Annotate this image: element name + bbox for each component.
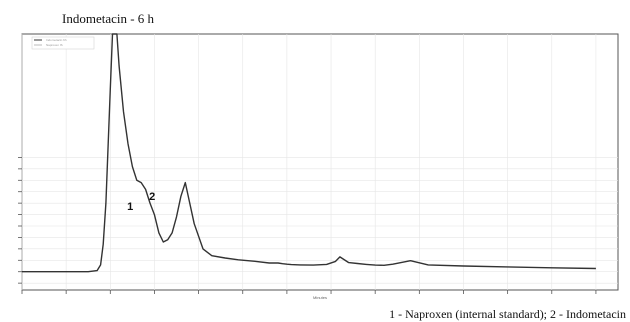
peak-label: 2 — [149, 191, 155, 203]
chromatogram-trace — [22, 33, 596, 273]
grid-lines — [21, 34, 618, 290]
peak-labels: 12 — [127, 191, 155, 213]
legend-entry: Indometacin 6h — [46, 38, 67, 42]
legend-entry: Naproxen IS — [46, 43, 63, 47]
legend: Indometacin 6h Naproxen IS — [31, 36, 95, 50]
chart-caption: 1 - Naproxen (internal standard); 2 - In… — [389, 307, 626, 321]
chart-title: Indometacin - 6 h — [62, 11, 155, 26]
axis-ticks — [18, 157, 597, 294]
x-axis-label: Minutes — [313, 295, 327, 300]
peak-label: 1 — [127, 201, 133, 213]
